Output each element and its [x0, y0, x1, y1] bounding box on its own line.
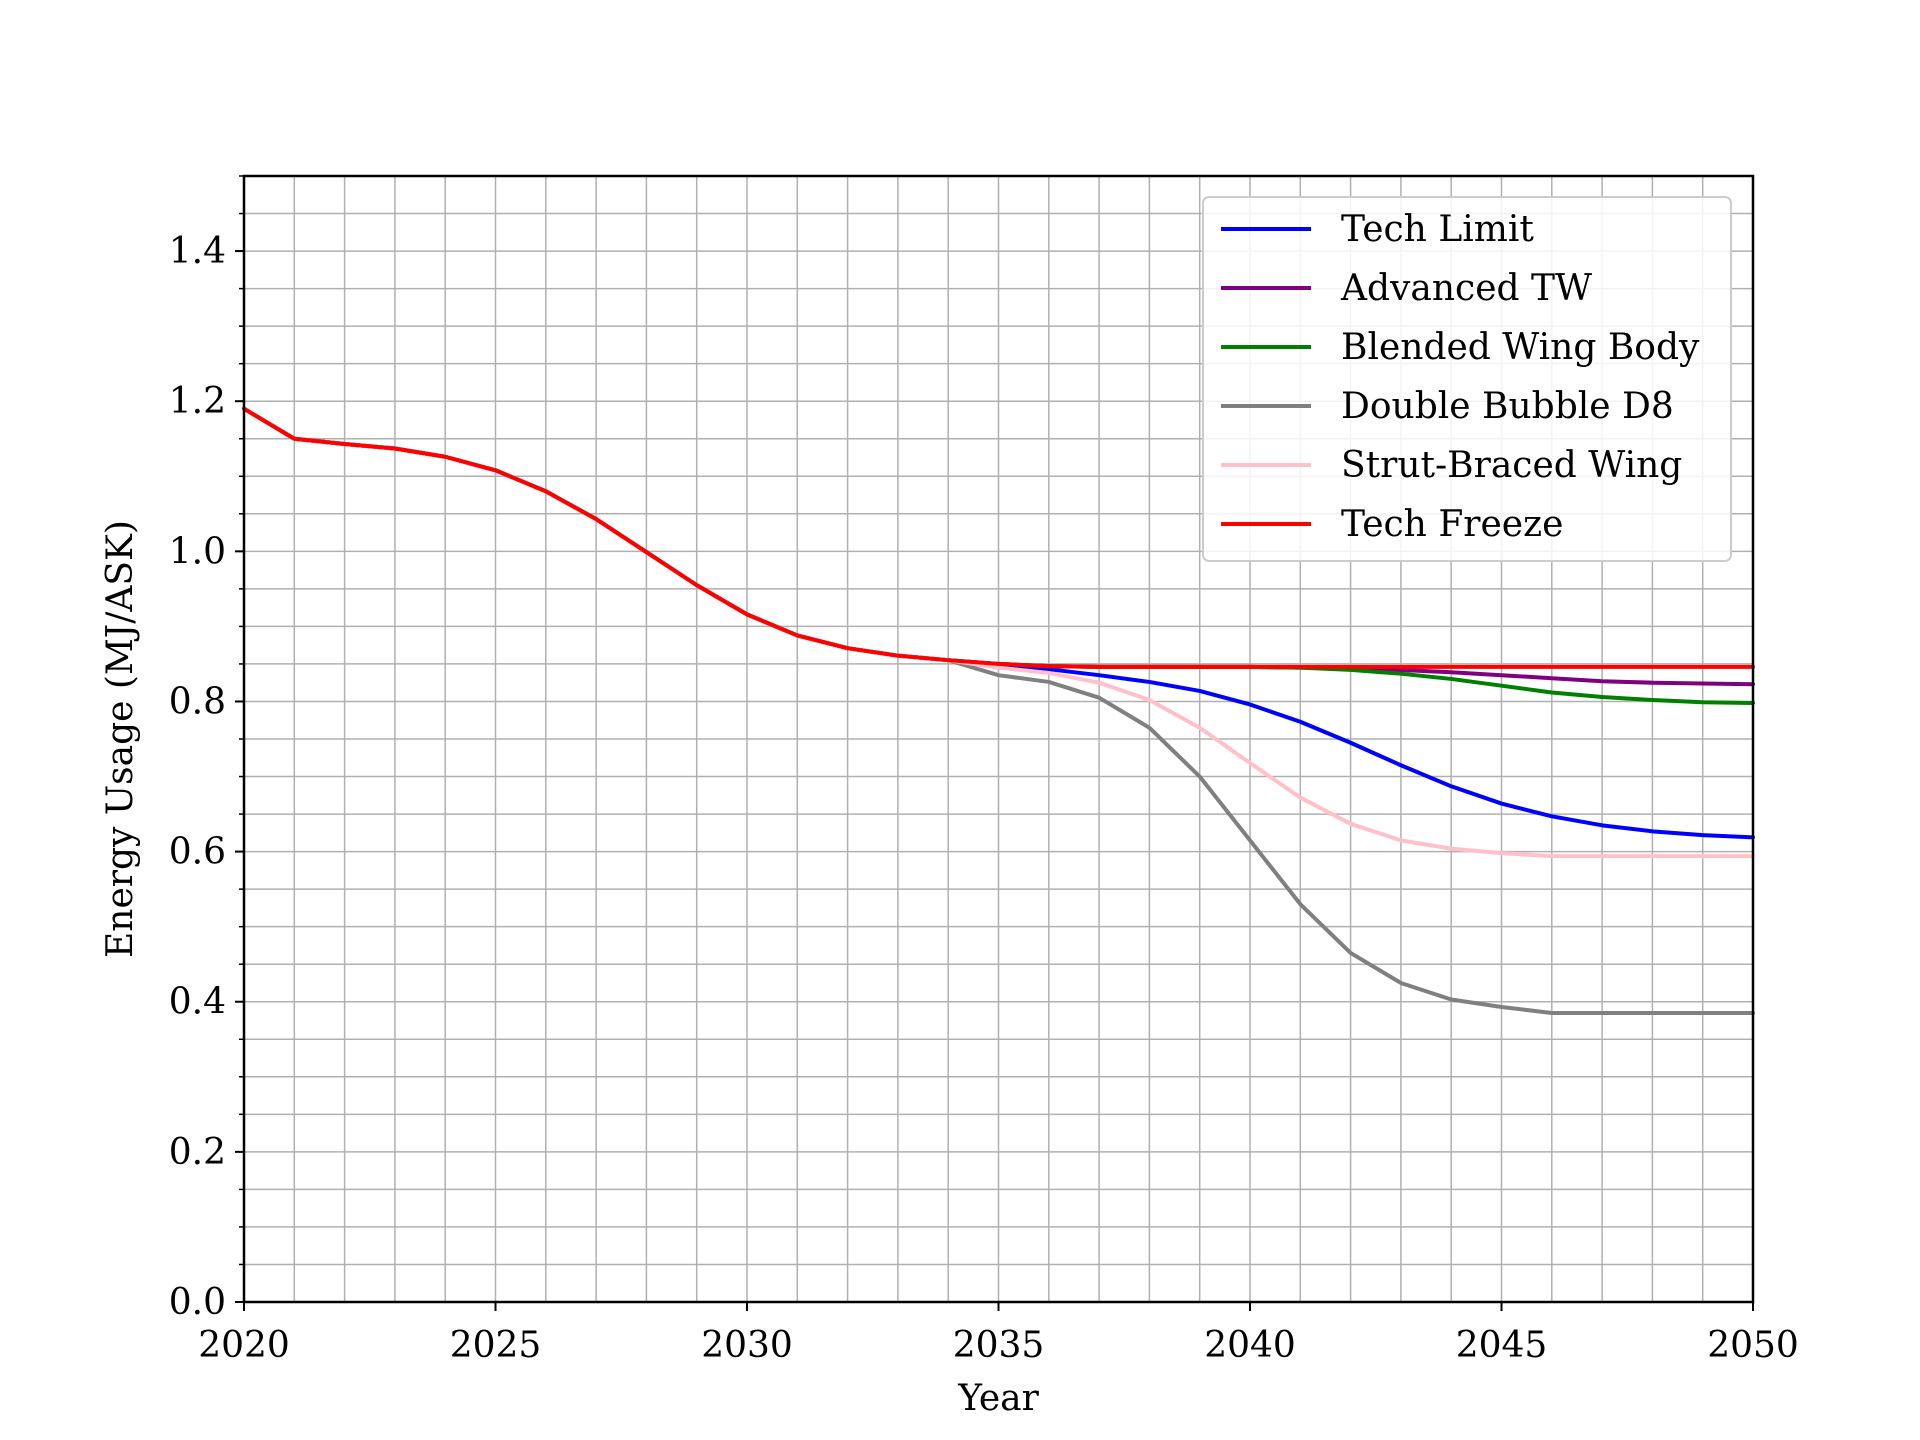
y-tick-label: 1.2 [169, 381, 226, 422]
x-tick-label: 2020 [198, 1325, 290, 1366]
legend-label-double-bubble-d8: Double Bubble D8 [1341, 386, 1674, 427]
legend-label-advanced-tw: Advanced TW [1340, 268, 1592, 309]
legend-label-tech-limit: Tech Limit [1341, 209, 1534, 250]
y-tick-label: 0.8 [169, 681, 226, 722]
y-tick-label: 0.4 [169, 982, 226, 1023]
x-tick-label: 2035 [953, 1325, 1045, 1366]
y-tick-label: 0.6 [169, 832, 226, 873]
x-tick-label: 2050 [1707, 1325, 1799, 1366]
y-tick-label: 1.0 [169, 531, 226, 572]
y-tick-label: 1.4 [169, 231, 226, 272]
legend: Tech Limit Advanced TW Blended Wing Body Do… [1202, 196, 1732, 562]
legend-label-blended-wing-body: Blended Wing Body [1341, 327, 1700, 368]
y-axis-label: Energy Usage (MJ/ASK) [100, 520, 141, 958]
legend-box [1202, 196, 1732, 562]
y-tick-label: 0.0 [169, 1282, 226, 1323]
series-line-tech-freeze [242, 406, 1755, 669]
y-tick-label: 0.2 [169, 1132, 226, 1173]
x-tick-label: 2045 [1456, 1325, 1548, 1366]
x-tick-label: 2040 [1204, 1325, 1296, 1366]
x-tick-label: 2030 [701, 1325, 793, 1366]
grid-lines [243, 175, 1754, 1303]
legend-label-strut-braced-wing: Strut-Braced Wing [1341, 445, 1682, 486]
series-lines [242, 406, 1755, 1015]
x-tick-label: 2025 [450, 1325, 542, 1366]
x-axis-label: Year [957, 1378, 1039, 1419]
axis-ticks: 2020 2025 2030 2035 2040 2045 2050 0.0 0.2 0.4 0.6… [169, 175, 1799, 1366]
legend-label-tech-freeze: Tech Freeze [1341, 504, 1563, 545]
